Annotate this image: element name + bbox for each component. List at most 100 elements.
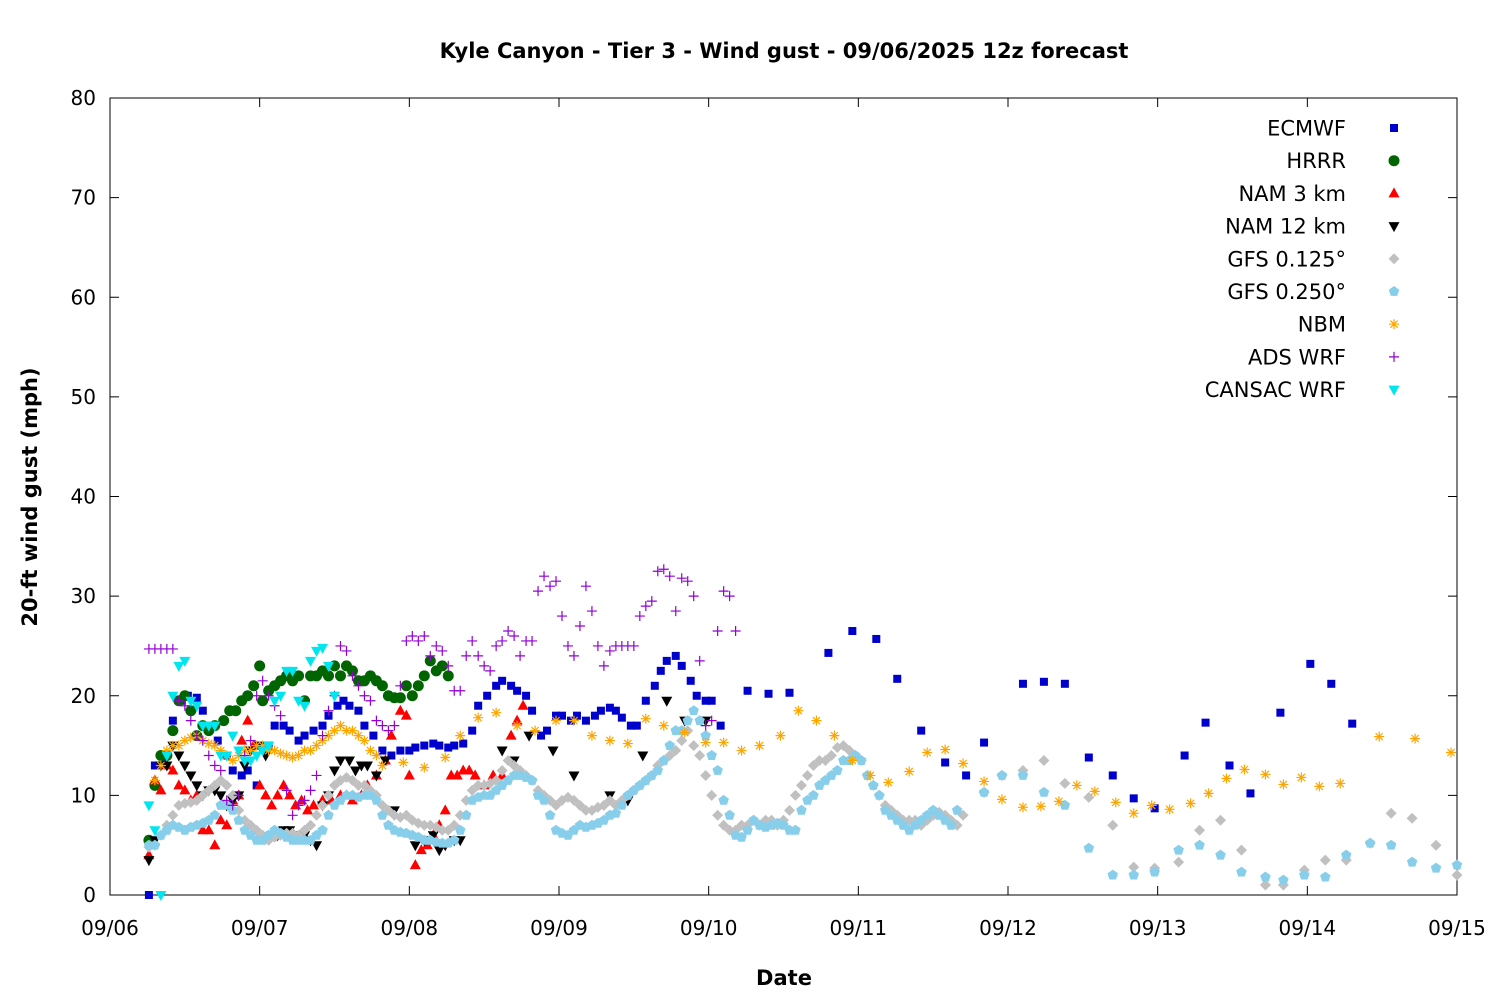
- data-point-ecmwf: [405, 746, 414, 755]
- data-point-nbm: [155, 760, 166, 771]
- data-point-nbm: [679, 727, 690, 738]
- data-point-ecmwf: [785, 688, 794, 697]
- data-point-gfs-0-250: [1299, 869, 1310, 880]
- data-point-ads-wrf: [203, 750, 214, 761]
- data-point-gfs-0-250: [1451, 859, 1463, 870]
- data-point-ecmwf: [692, 691, 701, 700]
- data-point-nam-3-km: [296, 794, 308, 805]
- data-point-gfs-0-125: [323, 789, 335, 801]
- data-point-hrrr: [230, 705, 242, 717]
- data-point-nam-12-km: [343, 756, 355, 767]
- data-point-nbm: [940, 744, 951, 755]
- data-point-ads-wrf: [359, 690, 370, 701]
- data-point-ecmwf: [716, 721, 725, 730]
- data-point-ads-wrf: [628, 640, 639, 651]
- data-point-gfs-0-125: [1385, 807, 1397, 819]
- data-point-cansac-wrf: [173, 661, 185, 672]
- data-point-ads-wrf: [568, 650, 579, 661]
- data-point-nbm: [1089, 786, 1100, 797]
- data-point-ecmwf: [411, 743, 420, 752]
- data-point-nbm: [1071, 780, 1082, 791]
- data-point-ads-wrf: [586, 606, 597, 617]
- data-point-ads-wrf: [730, 625, 741, 636]
- data-point-ads-wrf: [479, 660, 490, 671]
- data-point-ecmwf: [498, 676, 507, 685]
- data-point-ads-wrf: [664, 571, 675, 582]
- data-point-nam-12-km: [349, 766, 361, 777]
- data-point-nam-12-km: [334, 756, 346, 767]
- data-point-ads-wrf: [604, 645, 615, 656]
- data-point-gfs-0-125: [1430, 839, 1442, 851]
- data-point-nbm: [775, 730, 786, 741]
- data-point-ecmwf: [237, 771, 246, 780]
- data-point-nbm: [209, 740, 220, 751]
- data-point-cansac-wrf: [149, 826, 161, 837]
- legend-label-ecmwf: ECMWF: [1267, 117, 1346, 141]
- data-point-ads-wrf: [401, 635, 412, 646]
- data-point-nbm: [293, 750, 304, 761]
- data-point-ads-wrf: [173, 695, 184, 706]
- data-point-cansac-wrf: [293, 696, 305, 707]
- data-point-ads-wrf: [467, 635, 478, 646]
- data-point-ads-wrf: [377, 720, 388, 731]
- data-point-gfs-0-125: [1059, 777, 1071, 789]
- data-point-ads-wrf: [305, 785, 316, 796]
- data-point-gfs-0-250: [939, 814, 951, 825]
- data-point-nbm: [179, 735, 190, 746]
- series-nbm: [149, 705, 1457, 819]
- data-point-ads-wrf: [353, 680, 364, 691]
- data-point-ecmwf: [300, 731, 309, 740]
- data-point-nbm: [1185, 798, 1196, 809]
- data-point-cansac-wrf: [257, 746, 269, 757]
- data-point-hrrr: [394, 692, 406, 704]
- y-tick-label: 0: [83, 883, 96, 907]
- data-point-hrrr: [254, 660, 266, 672]
- data-point-ecmwf: [1201, 718, 1210, 727]
- data-point-ads-wrf: [562, 640, 573, 651]
- data-point-ecmwf: [192, 693, 201, 702]
- x-tick-label: 09/06: [81, 916, 139, 940]
- data-point-nbm: [227, 755, 238, 766]
- data-point-ecmwf: [1018, 679, 1027, 688]
- data-point-nam-12-km: [370, 771, 382, 782]
- data-point-nam-3-km: [167, 764, 179, 775]
- data-point-nbm: [203, 738, 214, 749]
- data-point-nbm: [398, 757, 409, 768]
- data-point-ecmwf: [848, 626, 857, 635]
- data-point-nam-3-km: [469, 769, 481, 780]
- data-point-ads-wrf: [197, 735, 208, 746]
- data-point-nam-12-km: [191, 781, 203, 792]
- data-point-gfs-0-250: [1149, 866, 1160, 877]
- data-point-ads-wrf: [682, 576, 693, 587]
- data-point-gfs-0-250: [832, 765, 843, 775]
- data-point-nbm: [736, 745, 747, 756]
- data-point-ads-wrf: [299, 795, 310, 806]
- data-point-ecmwf: [1327, 679, 1336, 688]
- data-point-nam-12-km: [427, 831, 439, 842]
- data-point-gfs-0-250: [209, 809, 220, 820]
- data-point-ads-wrf: [233, 790, 244, 801]
- data-point-ads-wrf: [395, 680, 406, 691]
- data-point-ecmwf: [557, 711, 566, 720]
- data-point-gfs-0-125: [496, 764, 508, 776]
- data-point-gfs-0-125: [795, 779, 807, 791]
- data-point-nbm: [215, 745, 226, 756]
- data-point-nam-3-km: [221, 819, 233, 830]
- data-point-nbm: [586, 730, 597, 741]
- data-point-ecmwf: [743, 686, 752, 695]
- data-point-ecmwf: [339, 696, 348, 705]
- data-point-ecmwf: [1060, 679, 1069, 688]
- legend-label-gfs-0-125: GFS 0.125°: [1227, 247, 1346, 271]
- data-point-ecmwf: [492, 681, 501, 690]
- data-point-gfs-0-250: [544, 809, 556, 820]
- data-point-gfs-0-250: [1215, 849, 1226, 860]
- data-point-hrrr: [293, 670, 305, 682]
- data-point-ecmwf: [1246, 789, 1255, 798]
- data-point-gfs-0-250: [323, 809, 334, 820]
- data-point-nbm: [167, 740, 178, 751]
- data-point-ads-wrf: [347, 670, 358, 681]
- data-point-nbm: [365, 745, 376, 756]
- data-point-cansac-wrf: [209, 721, 221, 732]
- data-point-nam-3-km: [517, 699, 529, 710]
- data-point-nam-3-km: [415, 844, 427, 855]
